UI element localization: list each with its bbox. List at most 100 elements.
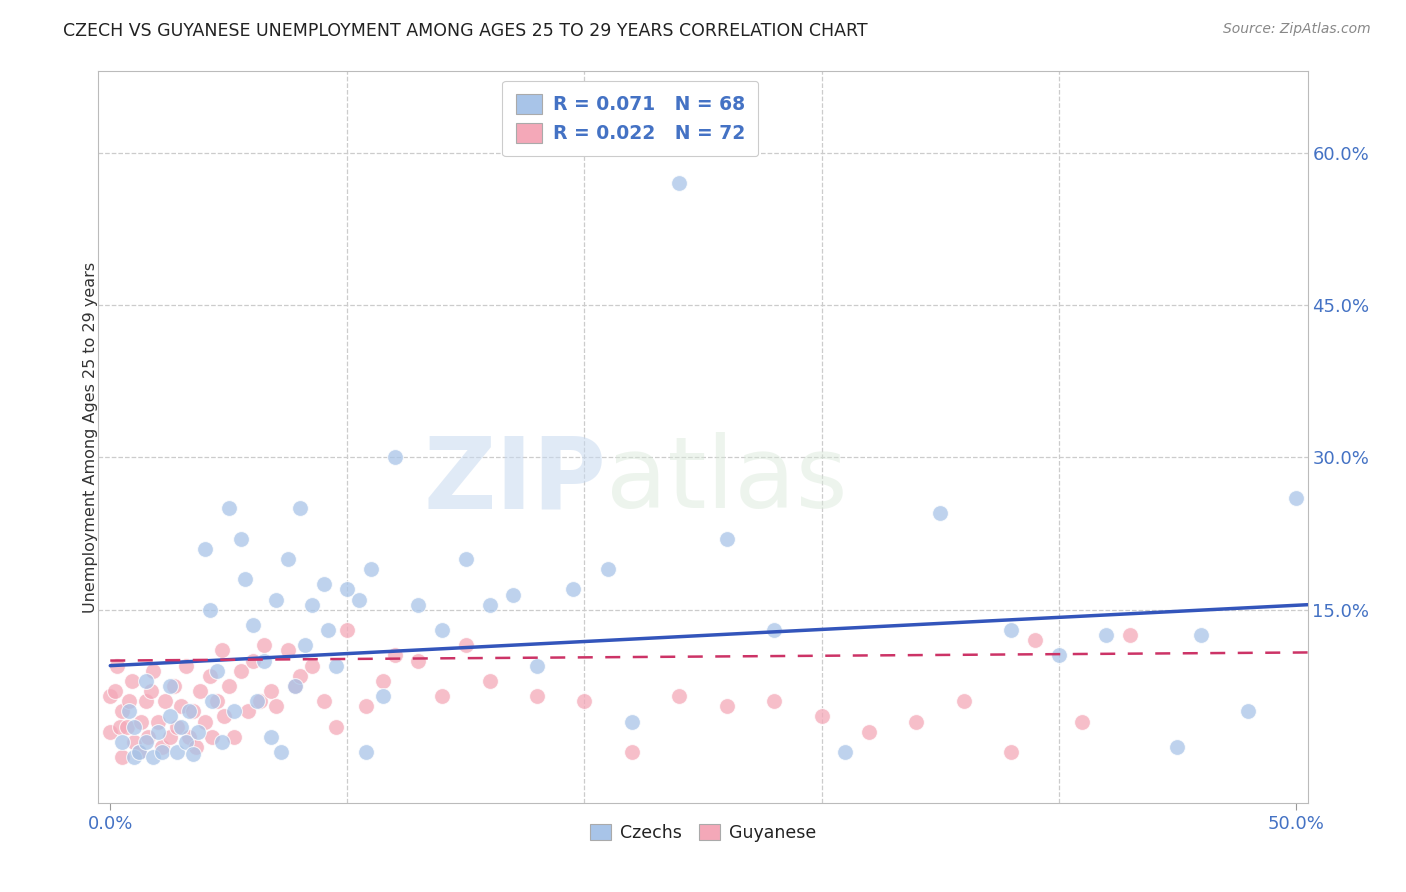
Point — [122, 735, 145, 749]
Point — [198, 603, 221, 617]
Point — [1237, 705, 1260, 719]
Point — [136, 730, 159, 744]
Point — [270, 745, 292, 759]
Point — [153, 694, 176, 708]
Point — [105, 658, 128, 673]
Point — [201, 694, 224, 708]
Point — [212, 709, 235, 723]
Point — [810, 709, 832, 723]
Point — [325, 658, 347, 673]
Point — [135, 735, 157, 749]
Point — [336, 623, 359, 637]
Point — [502, 588, 524, 602]
Point — [454, 552, 477, 566]
Text: ZIP: ZIP — [423, 433, 606, 530]
Point — [115, 720, 138, 734]
Point — [177, 705, 200, 719]
Point — [371, 689, 394, 703]
Point — [242, 618, 264, 632]
Point — [763, 694, 786, 708]
Point — [142, 664, 165, 678]
Point — [253, 654, 276, 668]
Point — [201, 730, 224, 744]
Point — [163, 679, 186, 693]
Text: atlas: atlas — [606, 433, 848, 530]
Point — [325, 720, 347, 734]
Point — [181, 705, 204, 719]
Point — [98, 689, 121, 703]
Point — [384, 450, 406, 465]
Point — [905, 714, 928, 729]
Point — [177, 730, 200, 744]
Point — [152, 739, 174, 754]
Point — [218, 501, 240, 516]
Point — [1000, 623, 1022, 637]
Point — [198, 669, 221, 683]
Point — [111, 735, 134, 749]
Point — [194, 714, 217, 729]
Point — [159, 730, 181, 744]
Point — [260, 730, 283, 744]
Point — [312, 577, 335, 591]
Point — [1024, 633, 1046, 648]
Point — [598, 562, 620, 576]
Point — [190, 684, 212, 698]
Point — [1047, 648, 1070, 663]
Point — [146, 714, 169, 729]
Point — [187, 724, 209, 739]
Point — [371, 673, 394, 688]
Point — [478, 598, 501, 612]
Point — [108, 720, 131, 734]
Point — [249, 694, 271, 708]
Point — [929, 506, 952, 520]
Point — [242, 654, 264, 668]
Point — [135, 673, 157, 688]
Point — [284, 679, 307, 693]
Point — [104, 684, 127, 698]
Point — [526, 658, 548, 673]
Point — [288, 669, 311, 683]
Point — [1119, 628, 1142, 642]
Legend: Czechs, Guyanese: Czechs, Guyanese — [583, 817, 823, 849]
Point — [235, 572, 257, 586]
Point — [277, 552, 299, 566]
Point — [312, 694, 335, 708]
Point — [129, 714, 152, 729]
Point — [128, 745, 150, 759]
Point — [668, 689, 690, 703]
Point — [1285, 491, 1308, 505]
Point — [166, 720, 188, 734]
Point — [260, 684, 283, 698]
Point — [763, 623, 786, 637]
Point — [246, 694, 269, 708]
Point — [170, 699, 193, 714]
Point — [170, 720, 193, 734]
Point — [858, 724, 880, 739]
Point — [620, 714, 643, 729]
Text: Source: ZipAtlas.com: Source: ZipAtlas.com — [1223, 22, 1371, 37]
Point — [205, 694, 228, 708]
Point — [122, 720, 145, 734]
Point — [408, 654, 430, 668]
Point — [284, 679, 307, 693]
Point — [264, 699, 287, 714]
Point — [166, 745, 188, 759]
Point — [318, 623, 340, 637]
Point — [668, 176, 690, 190]
Point — [952, 694, 974, 708]
Point — [128, 745, 150, 759]
Point — [1189, 628, 1212, 642]
Point — [184, 739, 207, 754]
Point — [347, 592, 370, 607]
Point — [211, 735, 233, 749]
Point — [174, 658, 197, 673]
Point — [1071, 714, 1094, 729]
Point — [574, 694, 596, 708]
Point — [122, 750, 145, 764]
Point — [253, 638, 276, 652]
Text: CZECH VS GUYANESE UNEMPLOYMENT AMONG AGES 25 TO 29 YEARS CORRELATION CHART: CZECH VS GUYANESE UNEMPLOYMENT AMONG AGE… — [63, 22, 868, 40]
Point — [1095, 628, 1118, 642]
Point — [218, 679, 240, 693]
Point — [229, 532, 252, 546]
Point — [118, 694, 141, 708]
